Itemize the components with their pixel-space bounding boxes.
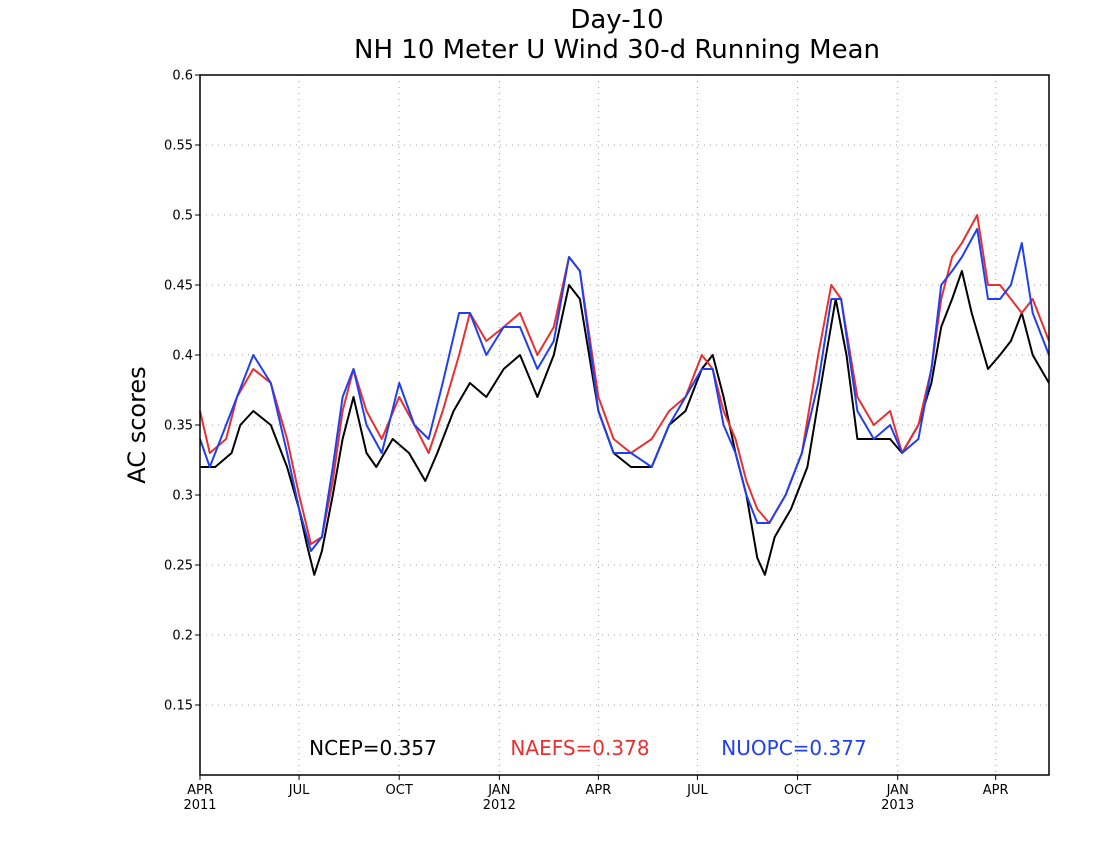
- x-tick-year-label: 2013: [881, 798, 914, 813]
- legend-nuopc: NUOPC=0.377: [721, 736, 866, 760]
- x-tick-label: JUL: [288, 783, 310, 798]
- x-tick-label: OCT: [784, 783, 811, 798]
- y-tick-label: 0.15: [164, 699, 193, 714]
- y-tick-layer: 0.15 0.2 0.25 0.3 0.35 0.4 0.45 0.5 0.55 0.6: [164, 69, 200, 714]
- y-tick-label: 0.45: [164, 279, 193, 294]
- x-tick-label: JAN: [886, 783, 909, 798]
- x-tick-label: APR: [187, 783, 213, 798]
- legend-naefs: NAEFS=0.378: [510, 736, 649, 760]
- y-tick-label: 0.6: [172, 69, 193, 84]
- y-axis-label: AC scores: [123, 366, 151, 483]
- x-tick-label: APR: [983, 783, 1009, 798]
- legend: NCEP=0.357 NAEFS=0.378 NUOPC=0.377: [309, 736, 867, 760]
- series-layer: [199, 214, 1050, 576]
- x-tick-label: OCT: [386, 783, 413, 798]
- chart-subtitle: NH 10 Meter U Wind 30-d Running Mean: [354, 35, 880, 65]
- x-tick-label: APR: [585, 783, 611, 798]
- y-tick-label: 0.4: [172, 349, 193, 364]
- x-tick-year-label: 2012: [483, 798, 516, 813]
- y-tick-label: 0.3: [172, 489, 193, 504]
- x-tick-label: JUL: [686, 783, 708, 798]
- series-line-naefs: [199, 214, 1050, 545]
- x-tick-year-label: 2011: [183, 798, 216, 813]
- series-line-nuopc: [199, 228, 1050, 552]
- chart-title: Day-10: [570, 5, 663, 35]
- x-tick-label: JAN: [487, 783, 510, 798]
- legend-ncep: NCEP=0.357: [309, 736, 437, 760]
- y-tick-label: 0.5: [172, 209, 193, 224]
- y-tick-label: 0.25: [164, 559, 193, 574]
- y-tick-label: 0.2: [172, 629, 193, 644]
- y-tick-label: 0.35: [164, 419, 193, 434]
- y-tick-label: 0.55: [164, 139, 193, 154]
